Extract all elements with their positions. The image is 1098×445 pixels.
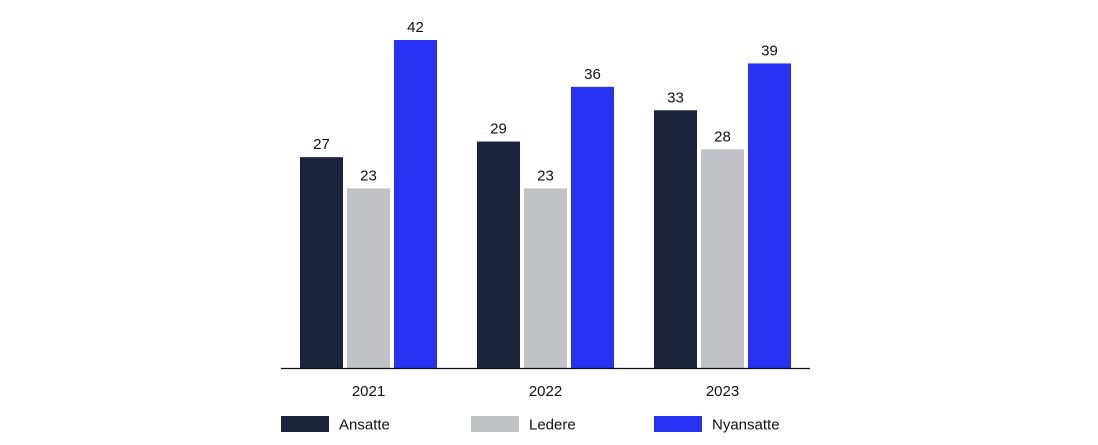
bar-nyansatte-2021 bbox=[394, 40, 437, 368]
legend-swatch-ledere bbox=[471, 416, 519, 432]
bar-ledere-2022 bbox=[524, 188, 567, 368]
value-labels-layer: 27 23 42 29 23 36 33 28 39 bbox=[313, 19, 778, 184]
legend-swatch-nyansatte bbox=[654, 416, 702, 432]
value-label-nyansatte-2023: 39 bbox=[761, 42, 778, 59]
value-label-nyansatte-2021: 42 bbox=[407, 19, 424, 36]
legend-label-ledere: Ledere bbox=[529, 417, 576, 434]
legend: Ansatte Ledere Nyansatte bbox=[281, 416, 780, 434]
value-label-ledere-2023: 28 bbox=[714, 128, 731, 145]
bar-nyansatte-2022 bbox=[571, 86, 614, 368]
value-label-ansatte-2022: 29 bbox=[490, 121, 507, 138]
bar-ledere-2021 bbox=[347, 188, 390, 368]
value-label-ansatte-2021: 27 bbox=[313, 136, 330, 153]
value-label-ledere-2022: 23 bbox=[537, 167, 554, 184]
x-tick-label-2023: 2023 bbox=[706, 383, 739, 400]
value-label-ledere-2021: 23 bbox=[360, 167, 377, 184]
legend-swatch-ansatte bbox=[281, 416, 329, 432]
value-label-nyansatte-2022: 36 bbox=[584, 66, 601, 83]
bar-ansatte-2022 bbox=[477, 141, 520, 368]
legend-label-nyansatte: Nyansatte bbox=[712, 417, 780, 434]
x-tick-label-2022: 2022 bbox=[529, 383, 562, 400]
legend-label-ansatte: Ansatte bbox=[339, 417, 390, 434]
x-tick-labels: 2021 2022 2023 bbox=[352, 383, 739, 400]
bars-layer bbox=[300, 40, 791, 369]
bar-ansatte-2021 bbox=[300, 157, 343, 368]
bar-nyansatte-2023 bbox=[748, 63, 791, 369]
bar-ansatte-2023 bbox=[654, 110, 697, 369]
bar-ledere-2023 bbox=[701, 149, 744, 368]
x-tick-label-2021: 2021 bbox=[352, 383, 385, 400]
value-label-ansatte-2023: 33 bbox=[667, 89, 684, 106]
